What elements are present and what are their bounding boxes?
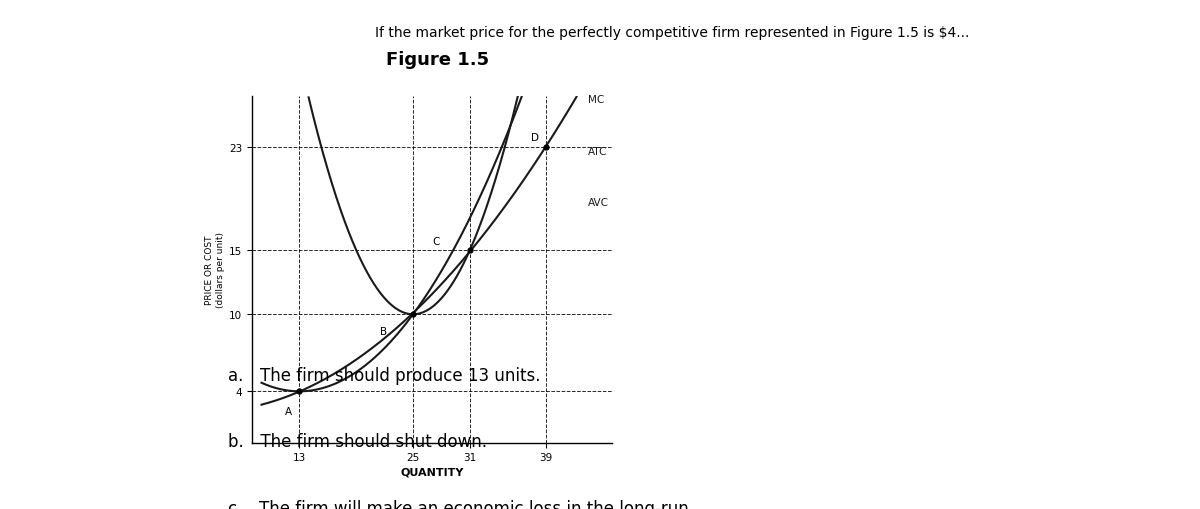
Text: If the market price for the perfectly competitive firm represented in Figure 1.5: If the market price for the perfectly co… [374,25,970,39]
X-axis label: QUANTITY: QUANTITY [401,467,463,476]
Text: b. The firm should shut down.: b. The firm should shut down. [228,433,487,450]
Text: D: D [532,132,540,143]
Text: A: A [286,407,293,417]
Text: Figure 1.5: Figure 1.5 [386,51,490,69]
Text: AVC: AVC [588,197,610,208]
Y-axis label: PRICE OR COST
(dollars per unit): PRICE OR COST (dollars per unit) [205,232,224,308]
Text: ATC: ATC [588,147,607,156]
Text: a. The firm should produce 13 units.: a. The firm should produce 13 units. [228,366,540,384]
Text: MC: MC [588,95,605,105]
Text: c. The firm will make an economic loss in the long-run.: c. The firm will make an economic loss i… [228,499,694,509]
Text: C: C [432,236,439,246]
Text: B: B [380,326,388,336]
